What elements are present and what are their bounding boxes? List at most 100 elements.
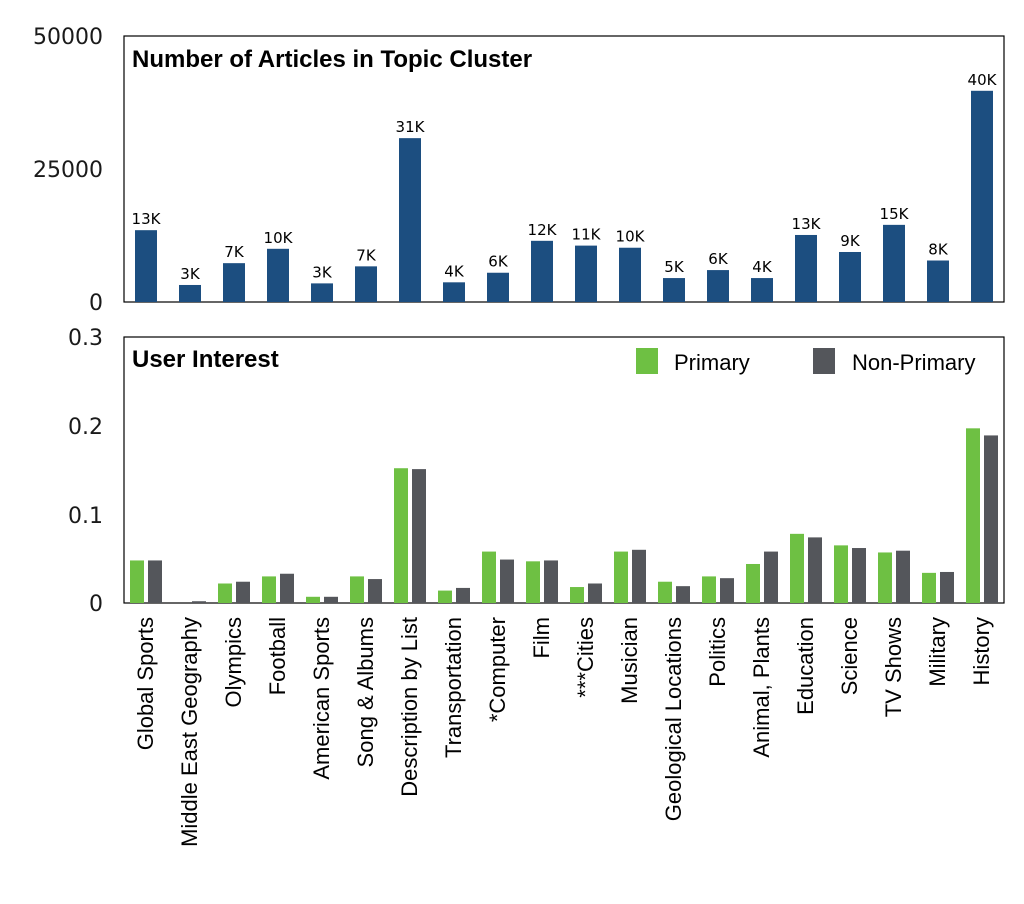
x-label-science: Science: [837, 617, 862, 695]
non-primary-bar-middle-east-geography: [192, 601, 206, 603]
article-bar-description-by-list: [399, 138, 421, 302]
x-label-football: Football: [265, 617, 290, 695]
x-label-politics: Politics: [705, 617, 730, 687]
non-primary-bar-history: [984, 435, 998, 603]
non-primary-bar-politics: [720, 578, 734, 603]
top-ytick-1: 25000: [33, 158, 103, 183]
article-bar-politics: [707, 270, 729, 302]
legend-swatch-non-primary: [813, 348, 835, 374]
primary-bar-geological-locations: [658, 581, 672, 603]
non-primary-bar-global-sports: [148, 560, 162, 603]
article-value-label-cities: 11K: [572, 226, 602, 244]
x-label-military: Military: [925, 617, 950, 687]
article-value-label-animal-plants: 4K: [752, 258, 773, 276]
article-bar-musician: [619, 247, 641, 302]
article-bar-football: [267, 248, 289, 302]
bottom-ytick-2: 0.2: [68, 415, 103, 440]
article-value-label-olympics: 7K: [224, 243, 245, 261]
top-panel-frame: [123, 35, 1005, 303]
legend-swatch-primary: [636, 348, 658, 374]
article-value-label-geological-locations: 5K: [664, 258, 685, 276]
article-value-label-transportation: 4K: [444, 262, 465, 280]
article-value-label-football: 10K: [264, 229, 294, 247]
article-value-label-computer: 6K: [488, 253, 509, 271]
primary-bar-global-sports: [130, 560, 144, 603]
primary-bar-computer: [482, 551, 496, 603]
non-primary-bar-american-sports: [324, 596, 338, 603]
primary-bar-description-by-list: [394, 468, 408, 603]
x-label-animal-plants: Animal, Plants: [749, 617, 774, 758]
legend-label-non-primary: Non-Primary: [852, 350, 975, 375]
non-primary-bar-tv-shows: [896, 550, 910, 603]
x-label-geological-locations: Geological Locations: [661, 617, 686, 821]
non-primary-bar-transportation: [456, 587, 470, 603]
top-bars-group: 13K 3K 7K 10K 3K 7K 31K 4K 6K 12K 11K 10K 5K 6K 4K 13K 9…: [132, 71, 998, 303]
article-bar-science: [839, 251, 861, 302]
top-ytick-2: 50000: [33, 25, 103, 50]
x-label-musician: Musician: [617, 617, 642, 704]
non-primary-bar-education: [808, 537, 822, 603]
x-axis-labels: Global Sports Middle East Geography Olympi…: [133, 617, 994, 847]
bottom-panel-title: User Interest: [132, 346, 279, 373]
x-label-olympics: Olympics: [221, 617, 246, 707]
primary-bar-education: [790, 533, 804, 603]
article-value-label-tv-shows: 15K: [880, 205, 910, 223]
x-label-american-sports: American Sports: [309, 617, 334, 780]
article-value-label-history: 40K: [968, 71, 998, 89]
x-label-middle-east-geography: Middle East Geography: [177, 617, 202, 847]
x-label-transportation: Transportation: [441, 617, 466, 758]
article-bar-geological-locations: [663, 278, 685, 302]
non-primary-bar-science: [852, 548, 866, 603]
non-primary-bar-military: [940, 571, 954, 603]
article-value-label-middle-east-geography: 3K: [180, 265, 201, 283]
legend-label-primary: Primary: [674, 350, 750, 375]
x-label-tv-shows: TV Shows: [881, 617, 906, 717]
article-bar-tv-shows: [883, 224, 905, 302]
article-value-label-description-by-list: 31K: [396, 118, 426, 136]
x-label-film: Film: [529, 617, 554, 659]
article-bar-animal-plants: [751, 278, 773, 302]
primary-bar-american-sports: [306, 596, 320, 603]
article-bar-middle-east-geography: [179, 284, 201, 302]
primary-bar-song-albums: [350, 576, 364, 603]
article-bar-computer: [487, 272, 509, 302]
primary-bar-olympics: [218, 583, 232, 603]
primary-bar-film: [526, 561, 540, 603]
top-panel-title: Number of Articles in Topic Cluster: [132, 46, 532, 73]
article-value-label-politics: 6K: [708, 250, 729, 268]
primary-bar-science: [834, 545, 848, 603]
article-value-label-science: 9K: [840, 232, 861, 250]
x-label-history: History: [969, 617, 994, 685]
bottom-ytick-3: 0.3: [68, 326, 103, 351]
primary-bar-cities: [570, 587, 584, 603]
x-label-song-albums: Song & Albums: [353, 617, 378, 767]
article-value-label-education: 13K: [792, 215, 822, 233]
article-value-label-military: 8K: [928, 241, 949, 259]
non-primary-bar-cities: [588, 583, 602, 603]
article-value-label-film: 12K: [528, 221, 558, 239]
article-bar-transportation: [443, 282, 465, 302]
article-bar-education: [795, 234, 817, 302]
x-label-education: Education: [793, 617, 818, 715]
non-primary-bar-song-albums: [368, 579, 382, 603]
article-bar-song-albums: [355, 266, 377, 302]
article-bar-global-sports: [135, 230, 157, 302]
article-value-label-global-sports: 13K: [132, 210, 162, 228]
non-primary-bar-description-by-list: [412, 469, 426, 603]
bottom-bars-group: [130, 428, 998, 603]
non-primary-bar-geological-locations: [676, 586, 690, 603]
x-label-description-by-list: Description by List: [397, 617, 422, 797]
bottom-ytick-0: 0: [89, 592, 103, 617]
primary-bar-tv-shows: [878, 552, 892, 603]
article-value-label-musician: 10K: [616, 228, 646, 246]
non-primary-bar-film: [544, 560, 558, 603]
primary-bar-animal-plants: [746, 563, 760, 603]
top-ytick-0: 0: [89, 291, 103, 316]
x-label-computer: *Computer: [485, 617, 510, 722]
article-bar-film: [531, 240, 553, 302]
primary-bar-politics: [702, 576, 716, 603]
non-primary-bar-animal-plants: [764, 551, 778, 603]
primary-bar-transportation: [438, 590, 452, 603]
article-value-label-american-sports: 3K: [312, 263, 333, 281]
